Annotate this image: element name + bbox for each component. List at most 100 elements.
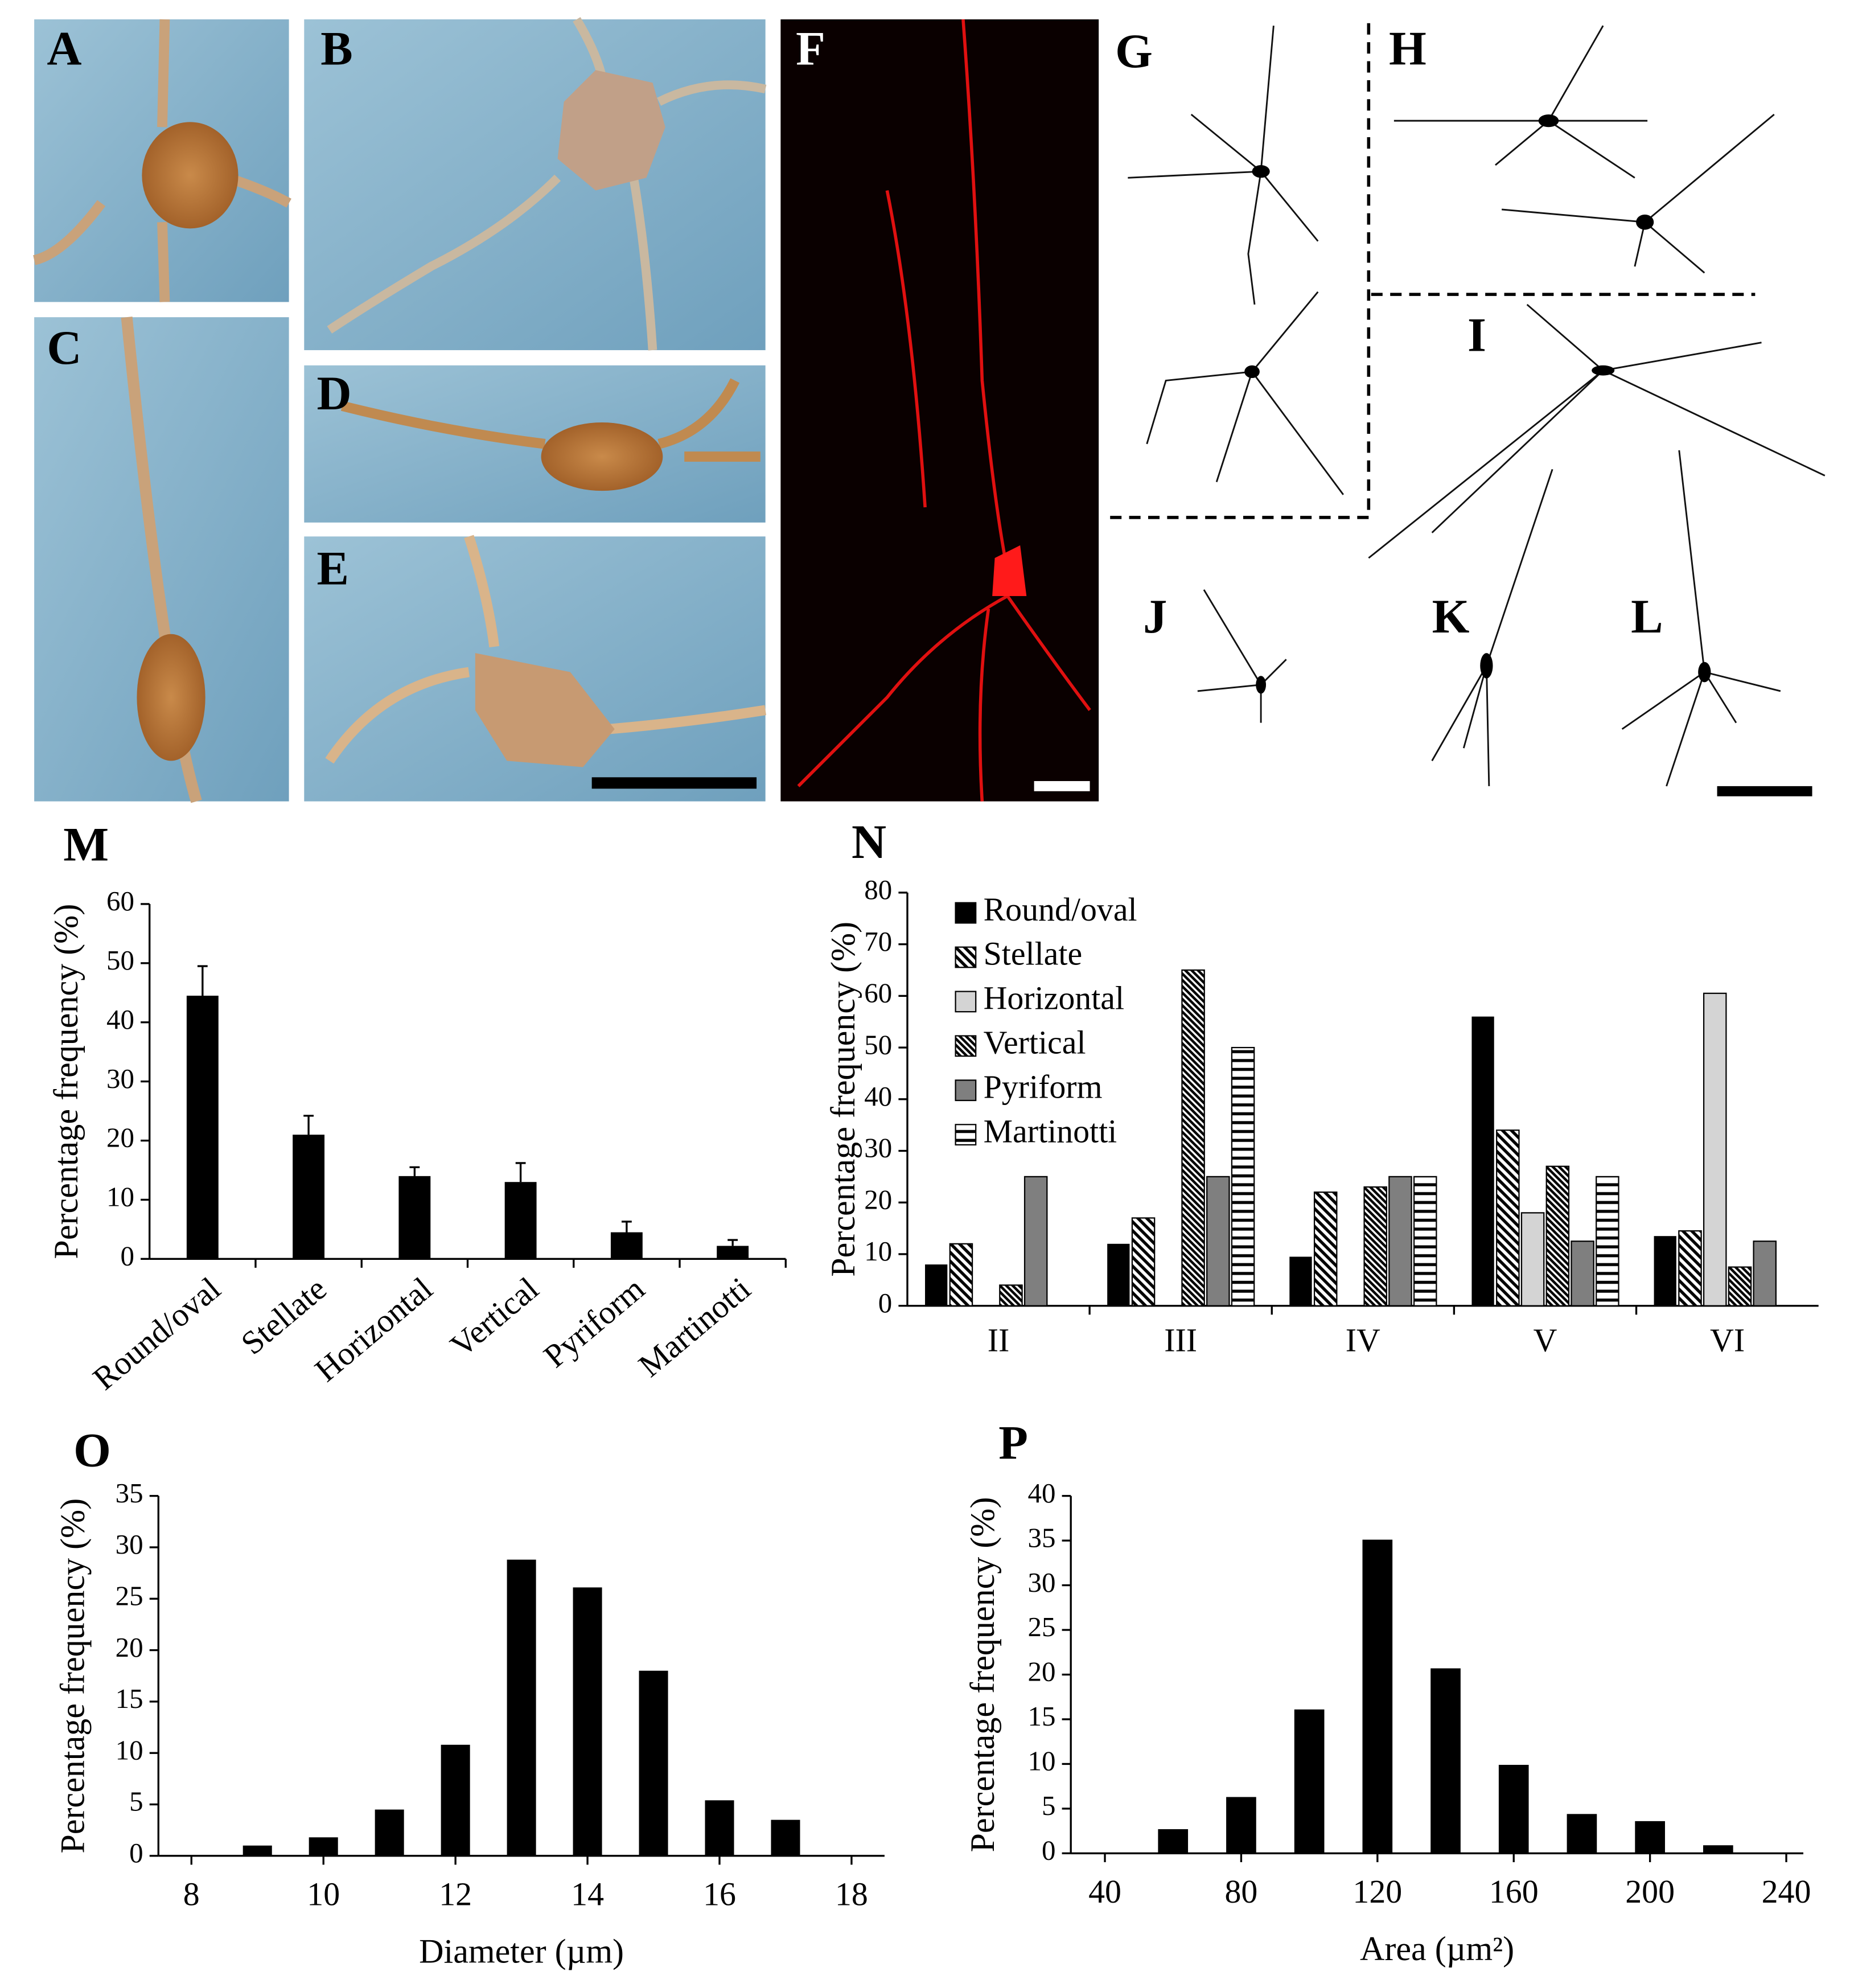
error-bar: [197, 965, 208, 996]
bar: [1471, 1016, 1494, 1306]
bar: [1181, 969, 1205, 1307]
x-tick-label: Martinotti: [631, 1270, 758, 1385]
bar: [242, 1845, 272, 1856]
bar: [1206, 1176, 1230, 1307]
bar: [949, 1243, 973, 1307]
legend-swatch: [955, 1035, 977, 1057]
x-tick-label: 8: [183, 1876, 200, 1913]
x-tick-label: Vertical: [443, 1270, 546, 1364]
bar: [1362, 1539, 1393, 1854]
panel-label: H: [1389, 23, 1427, 76]
legend-swatch: [955, 991, 977, 1013]
y-axis-label: Percentage frequency (%): [824, 922, 862, 1277]
bar: [309, 1837, 338, 1856]
bar: [1678, 1230, 1702, 1307]
scale-bar: [591, 777, 757, 789]
bar: [717, 1246, 749, 1259]
x-tick-label: 12: [439, 1876, 472, 1913]
y-tick-label: 25: [116, 1580, 143, 1611]
x-tick-label: 16: [703, 1876, 736, 1913]
bar: [1023, 1176, 1048, 1307]
x-tick-label: 200: [1625, 1873, 1675, 1910]
y-tick-label: 5: [129, 1786, 143, 1817]
y-tick-label: 40: [864, 1081, 892, 1112]
y-tick-label: 30: [116, 1529, 143, 1560]
x-tick-label: 240: [1762, 1873, 1811, 1910]
bar: [1363, 1186, 1387, 1307]
panel-label: I: [1467, 309, 1486, 362]
bar: [1231, 1046, 1255, 1307]
bar: [504, 1182, 537, 1259]
error-bar: [515, 1162, 526, 1182]
bar: [1388, 1176, 1412, 1307]
bar: [398, 1176, 431, 1259]
panel-label: F: [796, 23, 825, 76]
bar: [441, 1744, 470, 1856]
y-axis-label: Percentage frequency (%): [964, 1497, 1002, 1853]
bar: [610, 1232, 643, 1259]
error-bar: [727, 1239, 738, 1246]
panel-label: G: [1115, 25, 1153, 78]
legend-label: Round/oval: [984, 891, 1137, 928]
y-tick-label: 35: [116, 1477, 143, 1509]
y-tick-label: 60: [864, 977, 892, 1009]
bar: [1294, 1709, 1325, 1854]
bar: [1703, 1845, 1733, 1854]
bar: [1567, 1814, 1597, 1854]
y-tick-label: 10: [116, 1734, 143, 1765]
scale-bar: [1717, 786, 1812, 796]
x-tick-label: 18: [835, 1876, 868, 1913]
bar: [1131, 1217, 1156, 1307]
tracings: [1108, 23, 1826, 796]
legend-label: Stellate: [984, 935, 1083, 972]
x-tick-label: 10: [307, 1876, 340, 1913]
bar: [1430, 1668, 1461, 1854]
legend-label: Vertical: [984, 1024, 1086, 1061]
panel-label: B: [320, 23, 352, 76]
y-tick-label: 20: [1027, 1656, 1055, 1687]
bar: [375, 1809, 404, 1856]
panel-label: J: [1143, 590, 1167, 643]
bar: [1654, 1236, 1676, 1306]
bar: [639, 1670, 668, 1856]
x-tick-label: 120: [1353, 1873, 1402, 1910]
y-tick-label: 15: [116, 1683, 143, 1714]
x-axis-label: Area (µm²): [1360, 1930, 1514, 1968]
error-bar: [409, 1166, 420, 1176]
bar: [1520, 1212, 1545, 1307]
y-tick-label: 70: [864, 926, 892, 957]
legend-label: Horizontal: [984, 980, 1125, 1017]
legend-swatch: [955, 902, 977, 924]
bar: [1107, 1243, 1130, 1306]
x-tick-label: VI: [1710, 1322, 1745, 1359]
panel-label: N: [852, 816, 886, 869]
bar: [925, 1264, 948, 1306]
bar: [1571, 1241, 1594, 1307]
bar: [1498, 1765, 1529, 1854]
legend-label: Pyriform: [984, 1068, 1103, 1105]
y-tick-label: 0: [120, 1241, 134, 1272]
x-tick-label: III: [1164, 1322, 1197, 1359]
panel-label: C: [47, 322, 81, 375]
x-tick-label: V: [1534, 1322, 1557, 1359]
bar: [771, 1819, 800, 1856]
y-tick-label: 20: [116, 1632, 143, 1663]
bar: [1496, 1129, 1520, 1307]
x-axis-label: Diameter (µm): [419, 1932, 624, 1970]
y-tick-label: 5: [1042, 1790, 1055, 1821]
y-tick-label: 0: [1042, 1835, 1055, 1866]
bar: [1413, 1176, 1437, 1307]
x-tick-label: 40: [1088, 1873, 1121, 1910]
photo-panels: [32, 17, 1099, 803]
x-tick-label: Horizontal: [308, 1270, 439, 1389]
x-tick-label: Round/oval: [86, 1270, 228, 1397]
y-tick-label: 30: [106, 1063, 134, 1094]
y-tick-label: 40: [1027, 1477, 1055, 1509]
bar: [705, 1800, 734, 1856]
panel-label: E: [317, 542, 349, 595]
panel-label: D: [317, 367, 352, 420]
legend-swatch: [955, 946, 977, 968]
x-tick-label: 80: [1224, 1873, 1257, 1910]
y-tick-label: 25: [1027, 1611, 1055, 1642]
x-tick-label: IV: [1346, 1322, 1380, 1359]
